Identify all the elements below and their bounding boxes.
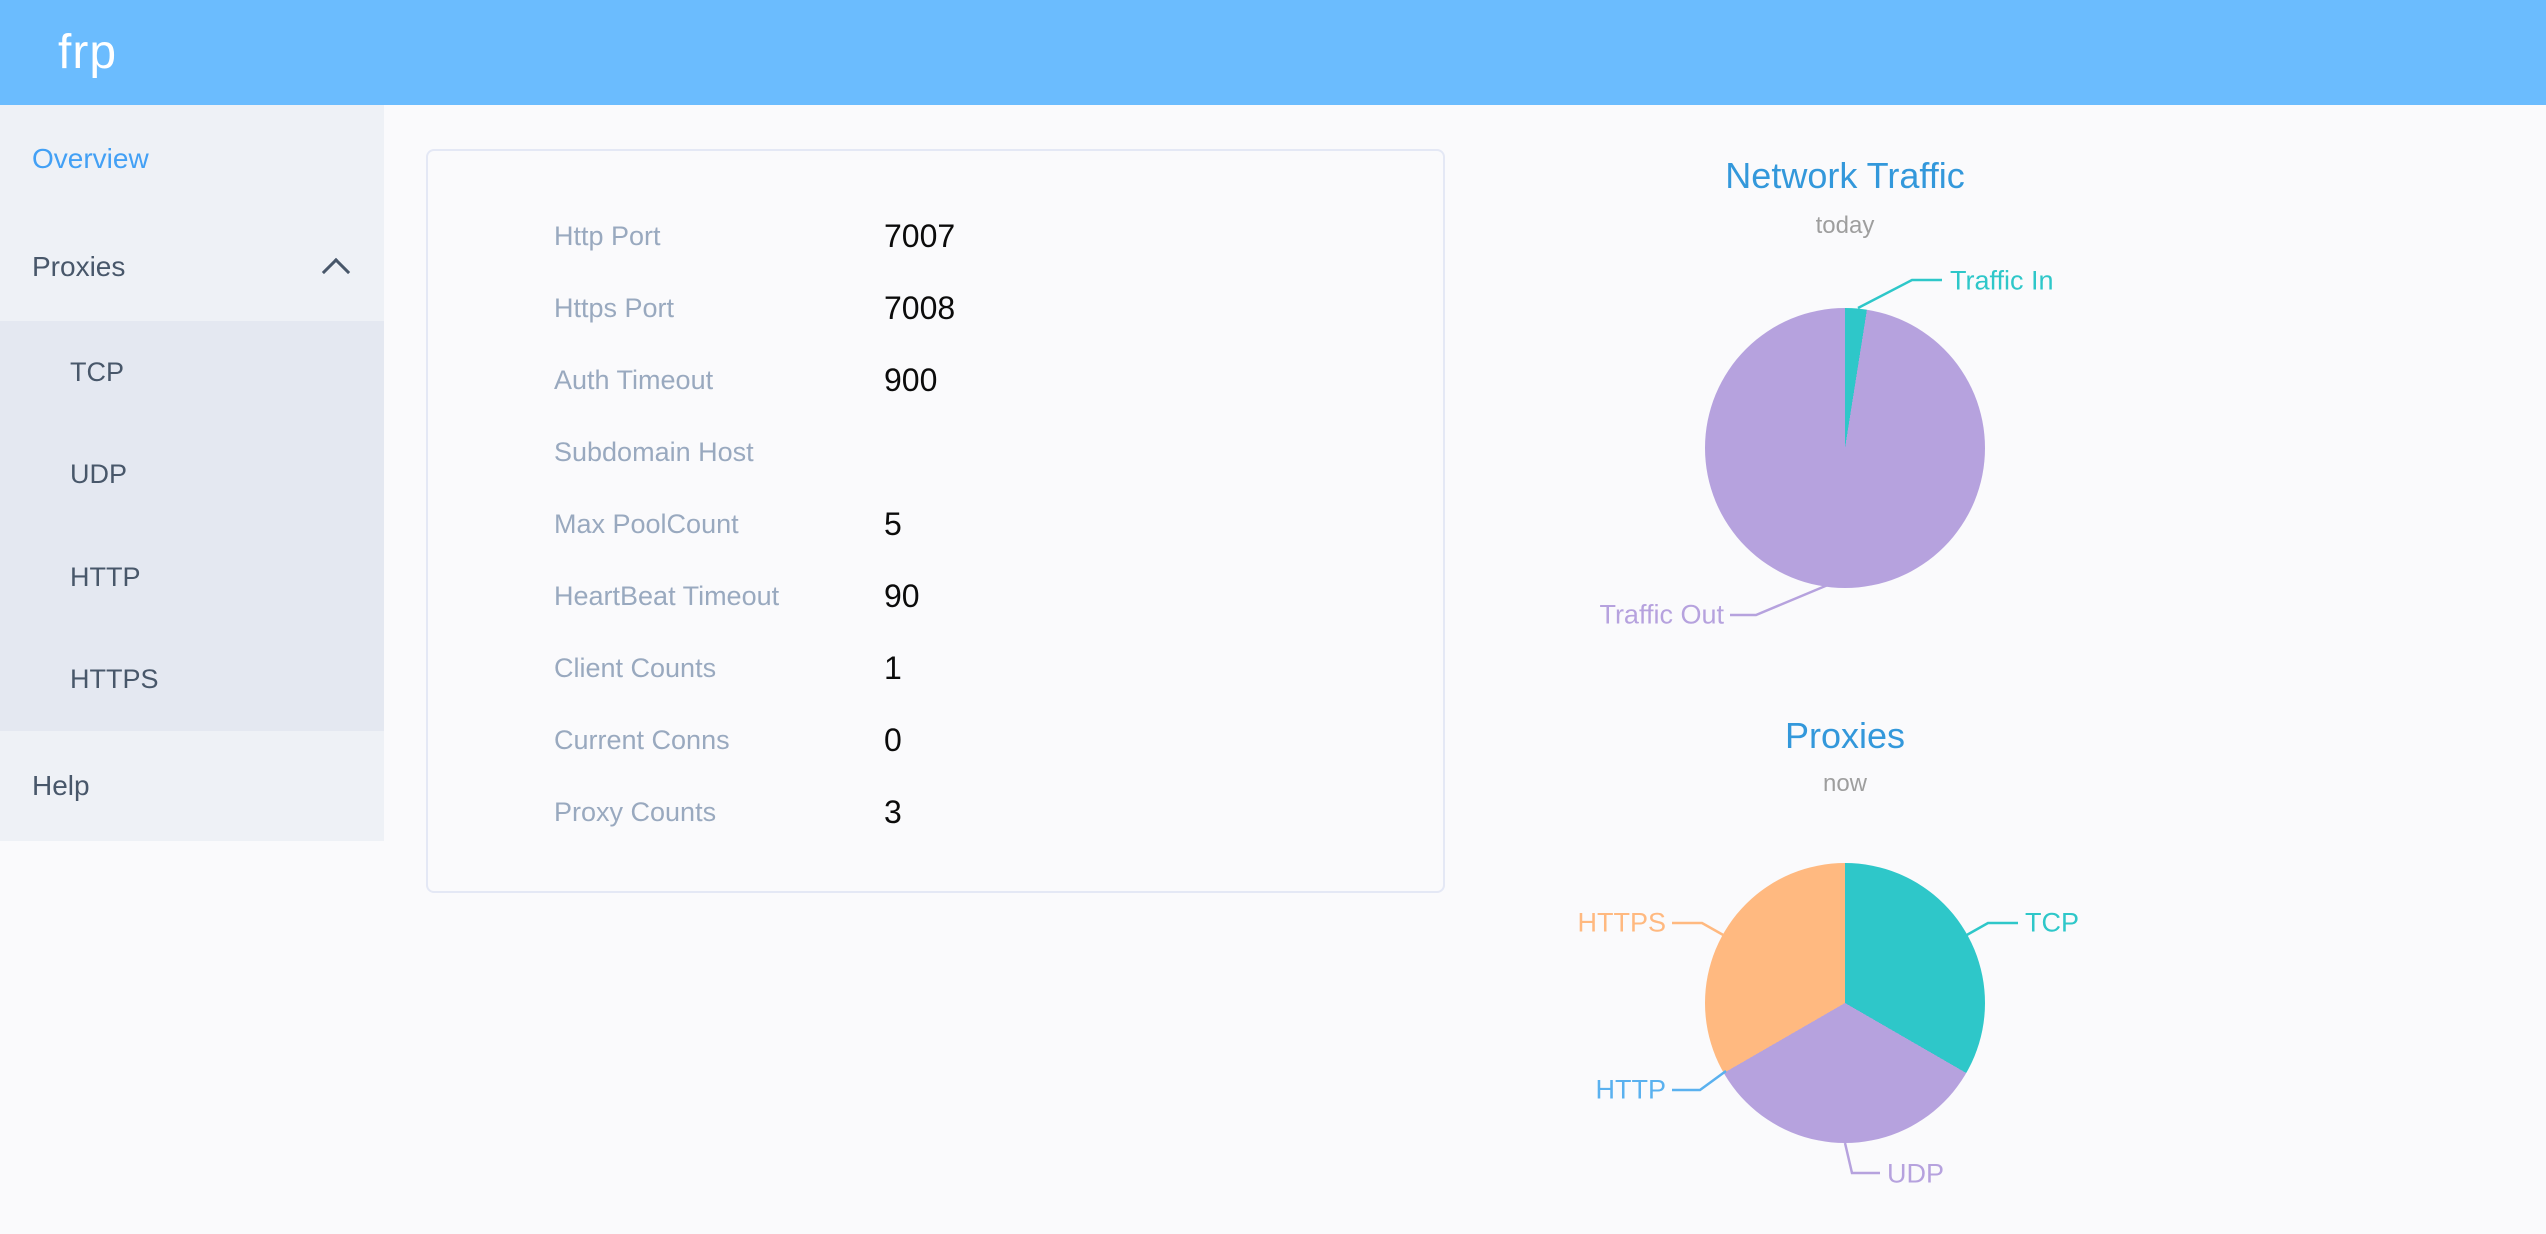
leader-udp — [1843, 1142, 1880, 1175]
leader-tcp — [1964, 921, 2018, 938]
sidebar-item-overview[interactable]: Overview — [32, 143, 149, 174]
row-label: Max PoolCount — [554, 508, 739, 539]
row-value: 900 — [884, 361, 938, 398]
proxies-pie[interactable] — [1705, 863, 1985, 1143]
row-label: HeartBeat Timeout — [554, 580, 780, 611]
network-traffic-pie[interactable] — [1705, 308, 1985, 588]
leader-http — [1672, 1069, 1727, 1092]
sidebar-item-http[interactable]: HTTP — [70, 561, 141, 592]
server-info-row: Current Conns 0 — [428, 704, 1443, 776]
row-label: Auth Timeout — [554, 364, 714, 395]
pie-label-traffic-out: Traffic Out — [1599, 599, 1724, 630]
network-traffic-subtitle: today — [1815, 212, 1875, 239]
row-label: Http Port — [554, 220, 661, 251]
row-value: 7008 — [884, 289, 956, 326]
sidebar: Overview Proxies TCP UDP HTTP HTTPS Help — [0, 105, 384, 841]
sidebar-item-udp[interactable]: UDP — [70, 459, 128, 490]
row-value: 1 — [884, 649, 902, 686]
server-info-row: Client Counts 1 — [428, 632, 1443, 704]
sidebar-item-proxies-label: Proxies — [32, 251, 126, 282]
app-header: frp — [0, 0, 2546, 105]
row-value: 0 — [884, 721, 902, 758]
server-info-row: Https Port 7008 — [428, 272, 1443, 344]
proxies-submenu: TCP UDP HTTP HTTPS — [0, 321, 384, 731]
row-value: 7007 — [884, 217, 956, 254]
server-info-card: Http Port 7007 Https Port 7008 Auth Time… — [426, 149, 1445, 893]
server-info-row: Auth Timeout 900 — [428, 344, 1443, 416]
server-info-row: Subdomain Host — [428, 416, 1443, 488]
pie-label-tcp: TCP — [2025, 907, 2079, 938]
leader-traffic-out — [1730, 580, 1836, 617]
pie-label-udp: UDP — [1887, 1158, 1945, 1189]
row-label: Subdomain Host — [554, 436, 754, 467]
pie-label-https: HTTPS — [1577, 907, 1666, 938]
server-info-row: Proxy Counts 3 — [428, 776, 1443, 848]
row-label: Current Conns — [554, 724, 730, 755]
sidebar-item-help[interactable]: Help — [32, 770, 90, 801]
row-label: Https Port — [554, 292, 675, 323]
proxies-title: Proxies — [1784, 715, 1906, 756]
row-value: 90 — [884, 577, 920, 614]
sidebar-item-https[interactable]: HTTPS — [70, 664, 159, 695]
row-label: Proxy Counts — [554, 796, 717, 827]
leader-traffic-in — [1857, 278, 1942, 310]
pie-label-traffic-in: Traffic In — [1950, 265, 2054, 296]
leader-https — [1672, 921, 1726, 938]
server-info-row: Max PoolCount 5 — [428, 488, 1443, 560]
pie-label-http: HTTP — [1595, 1074, 1667, 1105]
row-value: 3 — [884, 793, 902, 830]
server-info-row: Http Port 7007 — [428, 200, 1443, 272]
sidebar-item-tcp[interactable]: TCP — [70, 356, 124, 387]
server-info-row: HeartBeat Timeout 90 — [428, 560, 1443, 632]
app-logo: frp — [58, 26, 118, 79]
sidebar-item-proxies[interactable]: Proxies — [0, 213, 384, 321]
network-traffic-title: Network Traffic — [1725, 155, 1965, 196]
row-value: 5 — [884, 505, 902, 542]
proxies-subtitle: now — [1822, 770, 1868, 797]
row-label: Client Counts — [554, 652, 717, 683]
chevron-up-icon — [321, 257, 351, 287]
